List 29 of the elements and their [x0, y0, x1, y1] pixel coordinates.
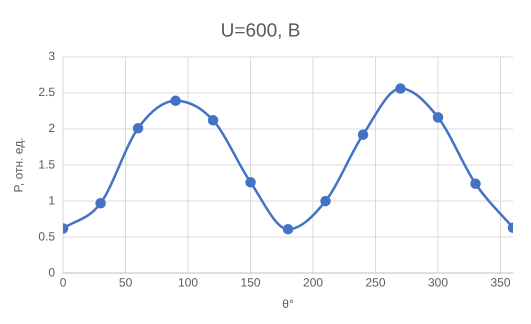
y-tick-label: 2: [48, 121, 56, 136]
point: [132, 122, 144, 134]
x-tick-label: 50: [118, 276, 133, 290]
x-tick-label: 250: [366, 276, 386, 290]
x-tick-label: 200: [303, 276, 324, 290]
y-tick-label: 3: [48, 49, 56, 64]
point: [432, 112, 444, 123]
point: [320, 196, 331, 206]
point: [282, 224, 294, 234]
point: [95, 198, 106, 208]
x-tick-label: 350: [490, 276, 511, 290]
x-tick-label: 100: [178, 276, 198, 290]
x-axis-title: θ°: [282, 297, 294, 312]
point: [245, 177, 256, 188]
point: [395, 83, 406, 94]
chart-title: U=600, В: [220, 20, 300, 42]
y-tick-label: 1: [48, 193, 56, 208]
point: [208, 115, 218, 126]
point: [170, 96, 181, 106]
y-tick-label: 2.5: [38, 85, 56, 100]
point: [470, 178, 481, 190]
x-tick-label: 150: [240, 276, 261, 290]
x-tick-label: 0: [60, 276, 67, 290]
point: [358, 129, 368, 140]
y-tick-label: 1.5: [38, 157, 56, 172]
y-tick-label: 0: [48, 266, 56, 280]
y-axis-title: P, отн. ед.: [12, 137, 26, 193]
x-tick-label: 300: [428, 276, 448, 290]
y-tick-label: 0.5: [38, 229, 56, 244]
